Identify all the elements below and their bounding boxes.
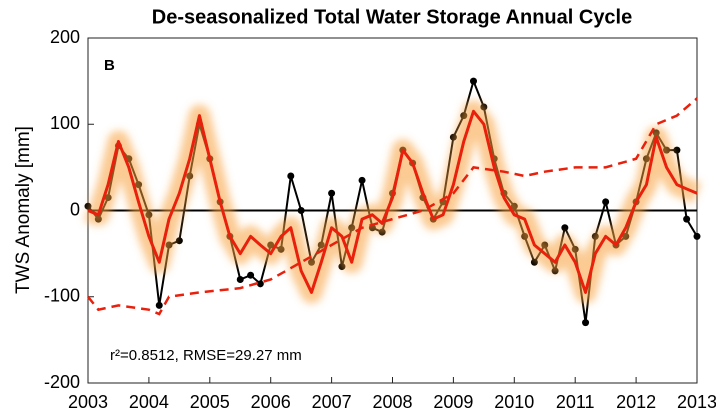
y-tick-label: 200: [50, 27, 80, 47]
x-tick-label: 2009: [433, 392, 473, 412]
x-tick-label: 2008: [372, 392, 412, 412]
observed-point: [693, 232, 701, 240]
y-tick-label: 0: [70, 199, 80, 219]
observed-point: [175, 237, 183, 245]
observed-point: [561, 224, 569, 232]
x-tick-label: 2010: [494, 392, 534, 412]
x-tick-label: 2007: [312, 392, 352, 412]
observed-point: [256, 280, 264, 288]
panel-label: B: [104, 57, 115, 74]
chart-title: De-seasonalized Total Water Storage Annu…: [152, 6, 633, 28]
observed-point: [469, 77, 477, 85]
observed-point: [328, 189, 336, 197]
x-tick-label: 2005: [190, 392, 230, 412]
trend-line: [87, 97, 698, 316]
y-axis-label: TWS Anomaly [mm]: [13, 126, 34, 294]
annotation: r²=0.8512, RMSE=29.27 mm: [110, 347, 302, 364]
y-tick-label: 100: [50, 113, 80, 133]
y-tick-label: -200: [44, 372, 80, 392]
x-tick-label: 2012: [616, 392, 656, 412]
observed-point: [236, 276, 244, 283]
x-tick-label: 2013: [677, 392, 716, 412]
x-tick-label: 2011: [556, 392, 595, 412]
model-line: [87, 109, 698, 294]
observed-point: [155, 301, 163, 309]
observed-point: [683, 215, 691, 223]
x-tick-label: 2006: [251, 392, 291, 412]
x-tick-label: 2004: [129, 392, 169, 412]
observed-point: [287, 172, 295, 180]
observed-point: [247, 271, 255, 279]
observed-point: [582, 319, 590, 327]
y-tick-label: -100: [44, 286, 80, 306]
observed-point: [673, 146, 681, 154]
observed-point: [358, 176, 366, 184]
observed-point: [297, 207, 305, 214]
x-tick-label: 2003: [68, 392, 108, 412]
observed-point: [602, 198, 610, 206]
